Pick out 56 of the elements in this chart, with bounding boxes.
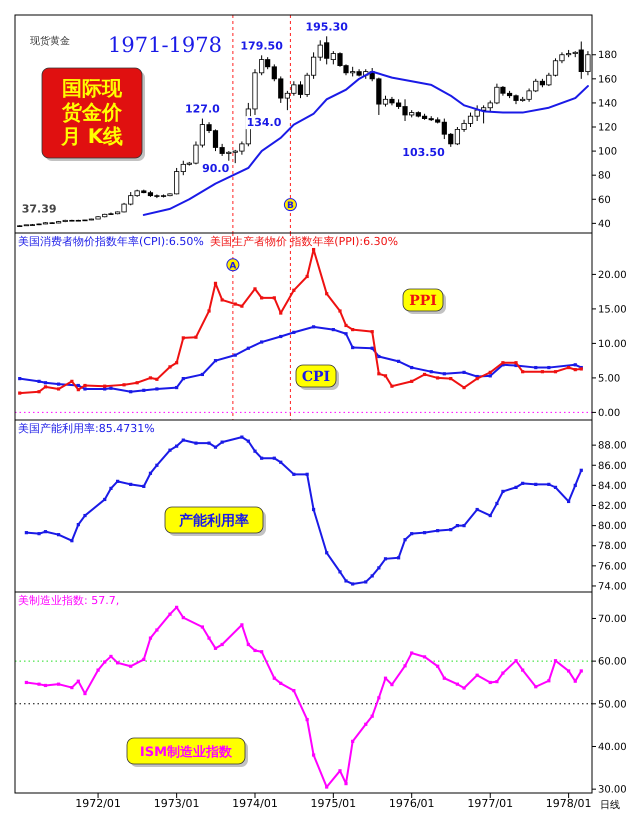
y-tick-label: 5.00 xyxy=(598,373,620,384)
y-tick-label: 78.00 xyxy=(598,541,627,552)
y-tick-label: 10.00 xyxy=(598,338,627,350)
annotation: 月 K线 xyxy=(60,124,124,148)
text: 美制造业指数: 57.7, xyxy=(18,594,120,607)
y-tick-label: 88.00 xyxy=(598,440,627,452)
x-tick-label: 1972/01 xyxy=(75,797,121,810)
annotation: 179.50 xyxy=(240,39,284,52)
annotation: 产能利用率 xyxy=(178,512,249,529)
y-tick-label: 60 xyxy=(598,194,611,206)
annotation: 现货黄金 xyxy=(30,35,70,47)
ref-line-label: A xyxy=(229,261,236,272)
text: 日线 xyxy=(600,799,620,811)
y-tick-label: 86.00 xyxy=(598,460,627,472)
annotation: 货金价 xyxy=(61,100,123,124)
y-tick-label: 30.00 xyxy=(598,784,627,796)
y-tick-label: 15.00 xyxy=(598,304,627,316)
annotation: 195.30 xyxy=(305,20,348,34)
y-tick-label: 82.00 xyxy=(598,500,627,512)
y-tick-label: 140 xyxy=(598,98,618,110)
y-tick-label: 50.00 xyxy=(598,699,627,710)
y-tick-label: 0.00 xyxy=(598,408,620,419)
annotation: 134.0 xyxy=(246,116,282,130)
y-tick-label: 40.00 xyxy=(598,742,627,753)
y-tick-label: 180 xyxy=(598,50,618,62)
ref-line-label: B xyxy=(286,201,294,212)
y-tick-label: 160 xyxy=(598,74,618,86)
y-tick-label: 40 xyxy=(598,218,611,230)
annotation: 127.0 xyxy=(185,102,220,116)
x-tick-label: 1978/01 xyxy=(546,797,592,810)
x-tick-label: 1973/01 xyxy=(154,797,200,810)
y-tick-label: 84.00 xyxy=(598,480,627,492)
annotation: 103.50 xyxy=(402,146,446,159)
y-tick-label: 74.00 xyxy=(598,581,627,592)
x-tick-label: 1976/01 xyxy=(388,797,435,810)
annotation: 90.0 xyxy=(202,162,230,176)
series-label: 美国产能利用率:85.4731% xyxy=(18,422,155,435)
annotation: ISM制造业指数 xyxy=(140,745,234,760)
series-label: 美国生产者物价 指数年率(PPI):6.30% xyxy=(210,235,398,248)
y-tick-label: 20.00 xyxy=(598,270,627,281)
y-tick-label: 70.00 xyxy=(598,614,627,625)
annotation: CPI xyxy=(302,369,330,385)
annotation: 37.39 xyxy=(22,202,57,216)
x-tick-label: 1977/01 xyxy=(467,797,514,810)
text: 美国消费者物价指数年率(CPI):6.50% xyxy=(18,235,204,248)
x-tick-label: 1975/01 xyxy=(310,797,356,810)
y-tick-label: 120 xyxy=(598,122,618,134)
x-tick-label: 1974/01 xyxy=(232,797,278,810)
y-tick-label: 76.00 xyxy=(598,561,627,572)
annotation: 国际现 xyxy=(62,76,123,100)
y-tick-label: 80.00 xyxy=(598,521,627,532)
annotation: PPI xyxy=(409,293,437,309)
y-tick-label: 60.00 xyxy=(598,656,627,668)
y-tick-label: 100 xyxy=(598,146,618,158)
y-tick-label: 80 xyxy=(598,170,611,182)
annotation: 1971-1978 xyxy=(108,33,222,57)
